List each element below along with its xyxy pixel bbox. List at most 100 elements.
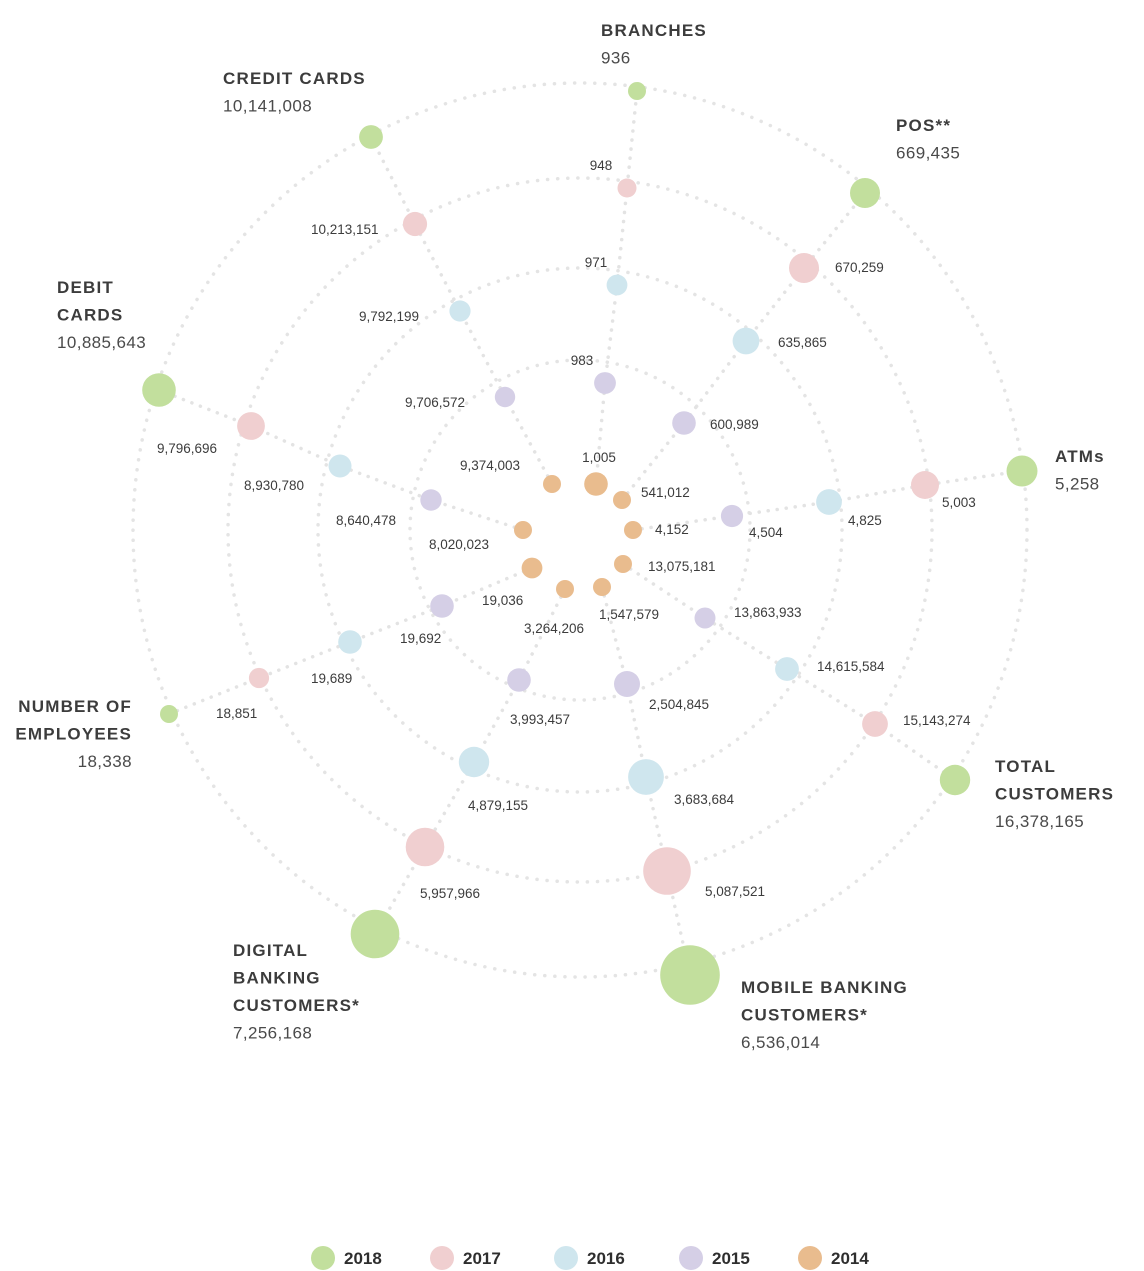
bubble-2018 (939, 764, 971, 796)
value-label-2014: 13,075,181 (648, 559, 716, 574)
bubble-2017 (643, 847, 691, 895)
bubble-2015 (672, 411, 696, 435)
bubble-2016 (606, 274, 628, 296)
spoke-links (157, 89, 1024, 977)
bubble-2016 (775, 657, 799, 681)
bubble-2014 (556, 580, 574, 598)
value-label-2014: 1,005 (582, 450, 616, 465)
value-label-2015: 8,640,478 (336, 513, 396, 528)
bubble-2017 (862, 711, 888, 737)
value-label-2015: 600,989 (710, 417, 759, 432)
legend-swatch (311, 1246, 335, 1270)
bubble-2015 (614, 671, 640, 697)
metric-name: CUSTOMERS* (741, 1006, 868, 1025)
bubble-2018 (1006, 455, 1038, 487)
value-label-2016: 4,879,155 (468, 798, 528, 813)
bubble-2015 (694, 607, 716, 629)
value-label-2016: 3,683,684 (674, 792, 735, 807)
value-label-2014: 9,374,003 (460, 458, 520, 473)
bubble-2017 (911, 471, 939, 499)
value-label-2015: 13,863,933 (734, 605, 802, 620)
bubble-2018 (160, 705, 178, 723)
bubble-2016 (732, 327, 760, 355)
orbit-ring (316, 266, 844, 794)
metric-name: CARDS (57, 306, 123, 325)
bubble-2014 (514, 521, 532, 539)
bubble-2016 (449, 300, 471, 322)
bubble-2014 (543, 475, 561, 493)
metric-name: NUMBER OF (18, 697, 132, 716)
bubble-2014 (584, 472, 608, 496)
value-label-2017: 670,259 (835, 260, 884, 275)
metric-labels: BRANCHES 936 POS** 669,435 ATMs 5,258 TOTAL CUS… (15, 21, 1113, 1052)
bubble-2018 (350, 909, 400, 959)
legend-label: 2014 (831, 1249, 869, 1268)
spoke-link (167, 566, 534, 716)
legend-label: 2017 (463, 1249, 501, 1268)
orbit-ring (131, 81, 1029, 979)
spoke-link (631, 469, 1024, 532)
value-label-2017: 10,213,151 (311, 222, 379, 237)
value-label-2014: 4,152 (655, 522, 689, 537)
value-label-2015: 4,504 (749, 525, 783, 540)
metric-value-2018: 16,378,165 (995, 812, 1084, 831)
bubble-2018 (850, 178, 880, 208)
bubble-2017 (237, 412, 265, 440)
metric-name: DIGITAL (233, 941, 308, 960)
metric-name: POS** (896, 116, 951, 135)
value-label-2016: 14,615,584 (817, 659, 885, 674)
value-label-2017: 948 (590, 158, 613, 173)
metric-name: BANKING (233, 969, 321, 988)
metric-value-2018: 18,338 (78, 752, 132, 771)
bubble-2015 (430, 594, 454, 618)
legend-label: 2018 (344, 1249, 382, 1268)
bubble-2016 (816, 489, 842, 515)
bubble-2014 (593, 578, 611, 596)
value-label-2014: 8,020,023 (429, 537, 489, 552)
spoke-link (373, 587, 567, 936)
bubble-2014 (521, 557, 543, 579)
metric-name: CREDIT CARDS (223, 69, 366, 88)
value-label-2016: 19,689 (311, 671, 352, 686)
metric-value-2018: 6,536,014 (741, 1033, 820, 1052)
legend-swatch (798, 1246, 822, 1270)
bubbles (142, 82, 1038, 1005)
legend-label: 2015 (712, 1249, 750, 1268)
metric-name: EMPLOYEES (15, 725, 132, 744)
value-label-2017: 9,796,696 (157, 441, 217, 456)
bubble-2015 (494, 386, 516, 408)
value-label-2016: 4,825 (848, 513, 882, 528)
value-label-2015: 3,993,457 (510, 712, 570, 727)
metric-value-2018: 10,141,008 (223, 97, 312, 116)
bubble-2016 (328, 454, 352, 478)
bubble-2018 (359, 125, 383, 149)
legend-swatch (430, 1246, 454, 1270)
metric-name: DEBIT (57, 278, 114, 297)
value-labels: 1,005 983 971 948 541,012 600,989 635,865 670,2… (157, 158, 976, 901)
bubble-2018 (142, 373, 176, 407)
orbit-ring (408, 358, 752, 702)
orbit-rings (131, 81, 1029, 979)
metric-name: ATMs (1055, 447, 1105, 466)
bubble-2017 (789, 253, 819, 283)
value-label-2017: 18,851 (216, 706, 257, 721)
metric-value-2018: 936 (601, 49, 631, 68)
value-label-2016: 8,930,780 (244, 478, 304, 493)
bubble-2017 (405, 827, 445, 867)
bubble-2015 (507, 668, 531, 692)
bubble-2015 (420, 489, 442, 511)
spoke-link (157, 388, 525, 532)
value-label-2014: 19,036 (482, 593, 523, 608)
value-label-2014: 541,012 (641, 485, 690, 500)
legend-swatch (554, 1246, 578, 1270)
metric-name: TOTAL (995, 757, 1056, 776)
value-label-2017: 5,087,521 (705, 884, 765, 899)
spoke-link (369, 135, 554, 486)
bubble-2015 (720, 504, 744, 528)
bubble-2016 (628, 759, 664, 795)
metric-name: CUSTOMERS* (233, 996, 360, 1015)
metric-value-2018: 7,256,168 (233, 1024, 312, 1043)
spoke-link (600, 585, 692, 977)
bubble-2018 (660, 945, 720, 1005)
